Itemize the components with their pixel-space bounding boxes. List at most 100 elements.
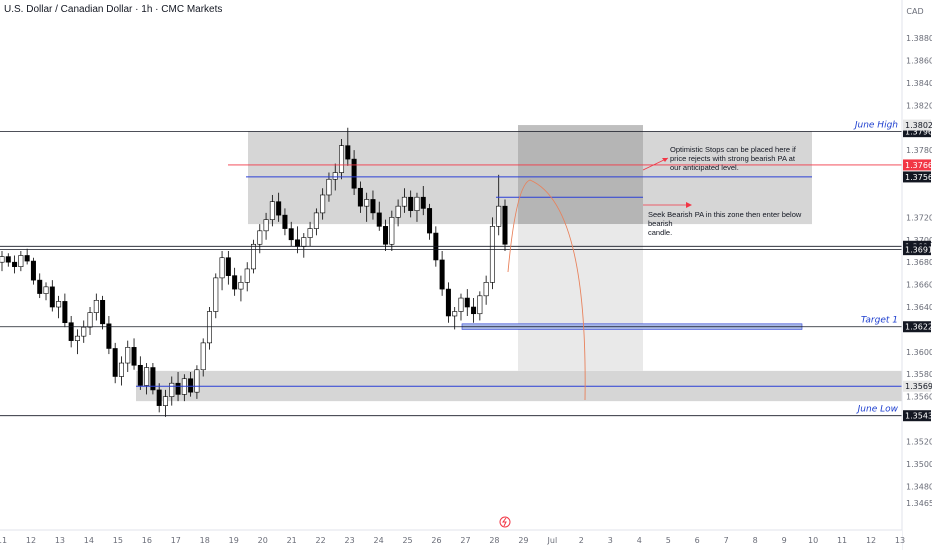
time-tick-0: 11 (0, 536, 7, 545)
candle-38 (238, 275, 244, 302)
candle-44 (276, 192, 282, 222)
candle-72 (452, 307, 458, 330)
candle-20 (125, 340, 131, 373)
candle-12 (74, 329, 80, 355)
price-label-8: 1.38024 (905, 121, 932, 130)
candle-6 (37, 273, 43, 299)
price-label-bg-6 (903, 380, 931, 392)
candle-79 (496, 174, 502, 236)
level-label-3: Target 1 (861, 316, 898, 326)
candle-1 (5, 253, 11, 267)
seek-annotation: Seek Bearish PA in this zone then enter … (648, 210, 802, 237)
candle-48 (301, 233, 307, 258)
time-tick-10: 21 (287, 536, 297, 545)
price-axis: CAD 1.38800 1.38600 1.38400 1.38200 1.37800 1.… (901, 0, 932, 550)
time-tick-3: 14 (84, 536, 94, 545)
price-label-bg-8 (903, 119, 931, 131)
price-label-1: 1.37668 (905, 161, 932, 170)
time-tick-18: 29 (518, 536, 528, 545)
candle-23 (144, 363, 150, 395)
candle-25 (156, 383, 162, 413)
price-tick-15: 1.34800 (906, 482, 932, 491)
price-tick-2: 1.38400 (906, 79, 932, 88)
candle-36 (225, 250, 231, 285)
candle-46 (288, 221, 294, 247)
projection-curve (507, 179, 586, 401)
candle-55 (345, 127, 351, 166)
candle-62 (389, 210, 395, 251)
time-tick-23: 5 (666, 536, 671, 545)
price-tick-13: 1.35200 (906, 437, 932, 446)
candle-61 (383, 219, 389, 251)
currency-label: CAD (906, 7, 923, 16)
candle-8 (49, 280, 55, 312)
candle-14 (87, 307, 93, 336)
price-tick-5: 1.37200 (906, 213, 932, 222)
candle-74 (464, 289, 470, 316)
candle-4 (24, 248, 30, 265)
candle-35 (219, 250, 225, 291)
time-tick-16: 27 (460, 536, 470, 545)
lightning-icon (502, 517, 507, 527)
price-tick-10: 1.36000 (906, 348, 932, 357)
candle-21 (131, 338, 137, 370)
time-tick-30: 12 (866, 536, 876, 545)
time-tick-11: 22 (316, 536, 326, 545)
time-axis-bg (0, 530, 902, 550)
time-tick-13: 24 (373, 536, 383, 545)
candle-65 (408, 190, 414, 218)
candle-51 (320, 188, 326, 220)
candle-80 (502, 199, 508, 251)
candle-39 (244, 262, 250, 292)
candle-30 (188, 372, 194, 397)
projection-zone (518, 224, 643, 371)
candle-73 (458, 293, 464, 321)
entry-zone (518, 125, 643, 225)
candle-13 (81, 320, 87, 343)
price-tick-16: 1.34650 (906, 499, 932, 508)
price-label-4: 1.36912 (905, 246, 932, 255)
candle-45 (282, 208, 288, 236)
candle-37 (232, 267, 238, 296)
time-tick-14: 25 (402, 536, 412, 545)
price-label-bg-1 (903, 159, 931, 171)
price-tick-4: 1.37800 (906, 146, 932, 155)
time-tick-27: 9 (782, 536, 787, 545)
time-tick-29: 11 (837, 536, 847, 545)
price-tick-3: 1.38200 (906, 101, 932, 110)
candle-66 (414, 192, 420, 222)
time-tick-12: 23 (345, 536, 355, 545)
candle-11 (68, 315, 74, 348)
time-tick-20: 2 (579, 536, 584, 545)
price-tick-9: 1.36400 (906, 303, 932, 312)
candle-33 (206, 307, 212, 350)
time-axis: 11121314151617181920212223242526272829Ju… (0, 516, 905, 550)
candle-7 (43, 282, 49, 301)
level-label-0: June High (853, 121, 898, 131)
candle-0 (0, 250, 5, 272)
time-tick-24: 6 (695, 536, 700, 545)
price-label-bg-5 (903, 321, 931, 333)
candle-34 (213, 273, 219, 319)
candle-3 (18, 250, 24, 272)
candle-76 (477, 291, 483, 321)
candle-63 (395, 199, 401, 227)
time-tick-9: 20 (258, 536, 268, 545)
price-label-bg-4 (903, 244, 931, 256)
time-tick-21: 3 (608, 536, 613, 545)
time-tick-5: 16 (142, 536, 152, 545)
time-tick-22: 4 (637, 536, 642, 545)
price-label-0: 1.37965 (905, 128, 932, 137)
candle-59 (370, 190, 376, 220)
candle-32 (200, 338, 206, 377)
candles-layer (0, 127, 508, 417)
time-tick-28: 10 (808, 536, 818, 545)
candle-17 (106, 315, 112, 355)
candle-49 (307, 221, 313, 247)
candle-16 (100, 295, 106, 330)
candle-24 (150, 363, 156, 395)
price-tick-8: 1.36600 (906, 281, 932, 290)
price-tick-0: 1.38800 (906, 34, 932, 43)
price-label-7: 1.35430 (905, 412, 932, 421)
